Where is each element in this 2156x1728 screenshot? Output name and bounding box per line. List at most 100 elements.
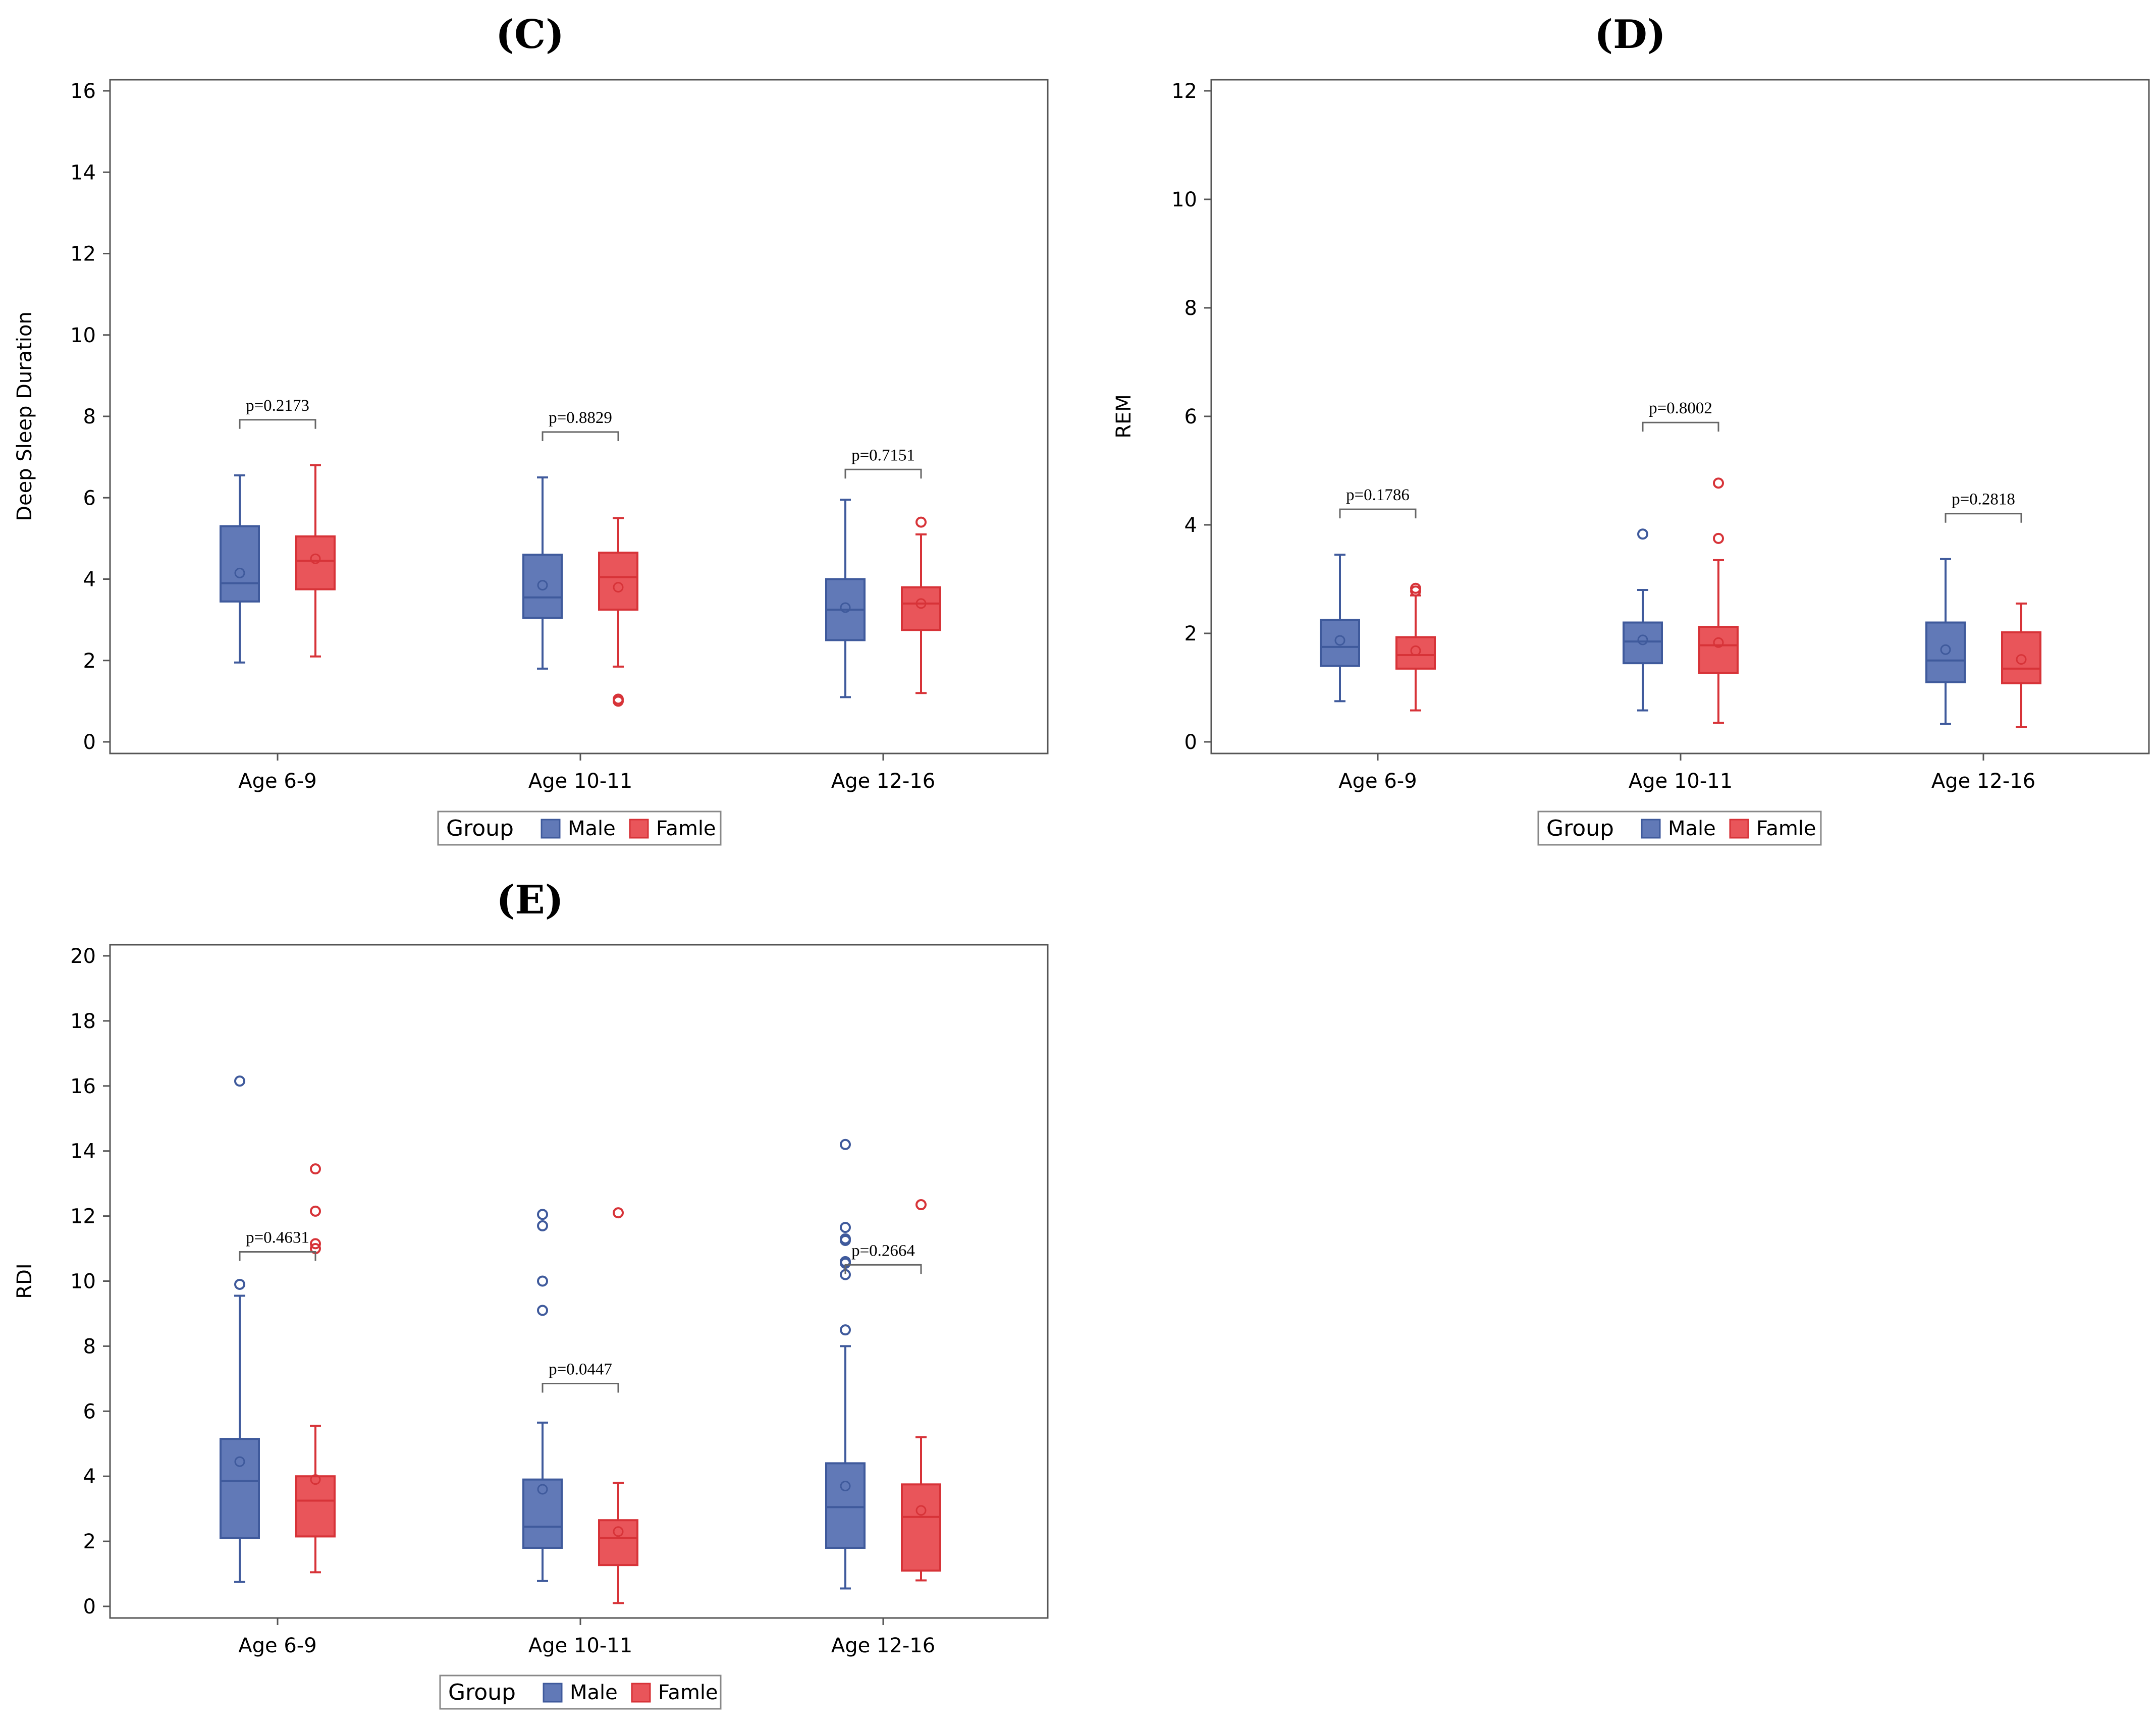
mean-marker [1410,645,1421,656]
chart-panel: (D) 0 2 4 6 8 10 12 REM Age 6-9 Age 10-11 Age 12-16… [1112,12,2150,846]
significance-bracket [1945,513,2022,523]
y-tick-label: 0 [1184,731,1197,754]
x-category-label: Age 10-11 [1629,770,1733,793]
outlier-point [613,1207,624,1219]
box-male [825,1139,866,1590]
y-tick-label: 2 [83,1530,96,1553]
box-female [1698,477,1739,724]
y-axis-title: RDI [13,1263,36,1299]
mean-marker [310,1474,321,1485]
box-iqr [220,525,260,603]
box-iqr [220,1438,260,1539]
y-tick-label: 0 [83,731,96,754]
box-female [901,516,941,694]
p-value-label: p=0.7151 [851,446,915,464]
box-iqr [522,554,563,619]
box-iqr [1320,619,1360,667]
panel-title: (C) [496,12,564,58]
p-value-label: p=0.2173 [246,397,309,415]
box-male [522,1209,563,1582]
outlier-point [915,1199,927,1211]
box-iqr [1623,621,1663,665]
outlier-point [537,1305,548,1316]
y-tick-label: 14 [70,161,96,184]
significance-bracket [844,1264,922,1274]
panel-title: (D) [1594,12,1665,58]
legend-label-male: Male [570,1681,618,1704]
box-iqr [1698,626,1739,674]
p-value-label: p=0.0447 [549,1361,612,1379]
legend-title: Group [448,1680,516,1705]
y-tick-label: 16 [70,80,96,103]
x-category-label: Age 12-16 [831,1634,935,1657]
mean-marker [310,553,321,564]
outlier-point [234,1075,245,1087]
p-value-label: p=0.2818 [1952,491,2015,509]
legend-label-male: Male [568,817,616,840]
legend-swatch-male [543,1683,563,1703]
mean-marker [537,1484,548,1495]
significance-bracket [1339,508,1417,519]
x-category-label: Age 6-9 [238,1634,316,1657]
mean-marker [613,582,624,593]
box-iqr [522,1478,563,1549]
outlier-point [915,516,927,528]
y-tick-label: 6 [1184,405,1197,428]
y-tick-label: 0 [83,1595,96,1618]
y-tick-label: 4 [83,1465,96,1488]
p-value-label: p=0.8002 [1649,399,1712,417]
p-value-label: p=0.1786 [1346,486,1410,504]
significance-bracket [542,1383,619,1393]
chart-panel: (C) 0 2 4 6 8 10 12 14 16 Deep Sleep Duration Age 6… [13,12,1049,846]
box-iqr [901,1483,941,1572]
x-category-label: Age 12-16 [1931,770,2035,793]
y-axis-title: REM [1112,394,1136,439]
box-female [598,1207,638,1604]
outlier-point [840,1139,851,1150]
box-iqr [825,1462,866,1549]
box-male [1925,558,1966,725]
y-tick-label: 12 [1171,80,1197,103]
legend-label-female: Famle [656,817,716,840]
mean-marker [1940,644,1951,655]
y-axis-title: Deep Sleep Duration [13,311,36,521]
mean-marker [2016,654,2027,665]
outlier-point [310,1163,321,1175]
outlier-point [1637,528,1648,540]
outlier-point [537,1220,548,1231]
mean-marker [234,567,245,578]
box-male [1623,528,1663,712]
legend-label-female: Famle [658,1681,718,1704]
y-tick-label: 6 [83,1400,96,1423]
y-tick-label: 2 [1184,622,1197,645]
mean-marker [234,1456,245,1467]
panel-title: (E) [496,877,563,923]
x-category-label: Age 6-9 [238,770,316,793]
p-value-label: p=0.2664 [851,1241,915,1260]
y-tick-label: 16 [70,1075,96,1098]
mean-marker [915,1505,927,1516]
box-female [2001,602,2041,728]
legend-label-male: Male [1668,817,1716,840]
mean-marker [915,598,927,609]
mean-marker [1637,634,1648,645]
x-category-label: Age 10-11 [528,1634,632,1657]
legend-frame [1537,811,1822,846]
legend-swatch-male [541,819,561,839]
outlier-point [310,1205,321,1217]
box-male [1320,554,1360,703]
y-tick-label: 14 [70,1140,96,1163]
outlier-point [1713,477,1724,489]
legend-title: Group [1546,816,1614,841]
legend-swatch-female [1729,819,1749,839]
chart-panel: (E) 0 2 4 6 8 10 12 14 16 18 20 RDI Age 6-9 Age 10-11 A… [13,877,1049,1710]
y-tick-label: 12 [70,243,96,266]
mean-marker [1334,635,1345,646]
y-tick-label: 8 [1184,297,1197,320]
outlier-point [840,1222,851,1233]
outlier-point [310,1238,321,1250]
significance-bracket [1642,421,1719,432]
box-male [220,474,260,664]
y-tick-label: 4 [83,568,96,591]
